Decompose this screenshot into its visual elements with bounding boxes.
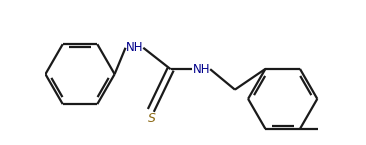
Text: NH: NH bbox=[126, 41, 143, 54]
Text: S: S bbox=[147, 112, 156, 125]
Text: NH: NH bbox=[193, 63, 210, 76]
